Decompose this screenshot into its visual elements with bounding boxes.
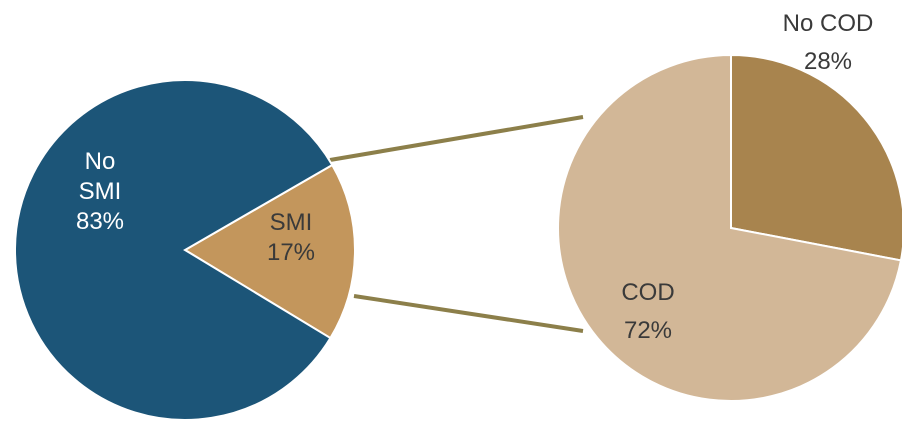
slice-label-line: 17% — [267, 239, 315, 266]
slice-label-line: SMI — [270, 209, 313, 236]
connector-line-bottom — [353, 294, 584, 333]
pie-slice-no-cod — [730, 53, 902, 262]
slice-label-line: No COD — [783, 10, 874, 37]
cod-pie: No COD 28% COD 72% — [557, 10, 902, 402]
connector-lines — [329, 115, 584, 333]
slice-label-line: COD — [621, 279, 674, 306]
slice-label-cod: COD 72% — [621, 279, 674, 344]
connector-line-top — [329, 115, 584, 162]
smi-pie: SMI 17% No SMI 83% — [14, 79, 356, 421]
slice-label-no-cod: No COD 28% — [783, 10, 874, 75]
slice-label-line: 28% — [804, 48, 852, 75]
pie-slice-smi — [183, 163, 356, 340]
pie-slice-no-smi — [14, 79, 334, 421]
slice-label-line: SMI — [79, 178, 122, 205]
pie-slice-cod — [557, 53, 902, 402]
slice-label-line: 72% — [624, 317, 672, 344]
slice-label-no-smi: No SMI 83% — [76, 148, 124, 235]
slice-label-line: No — [85, 148, 116, 175]
slice-label-line: 83% — [76, 208, 124, 235]
slice-label-smi: SMI 17% — [267, 209, 315, 266]
